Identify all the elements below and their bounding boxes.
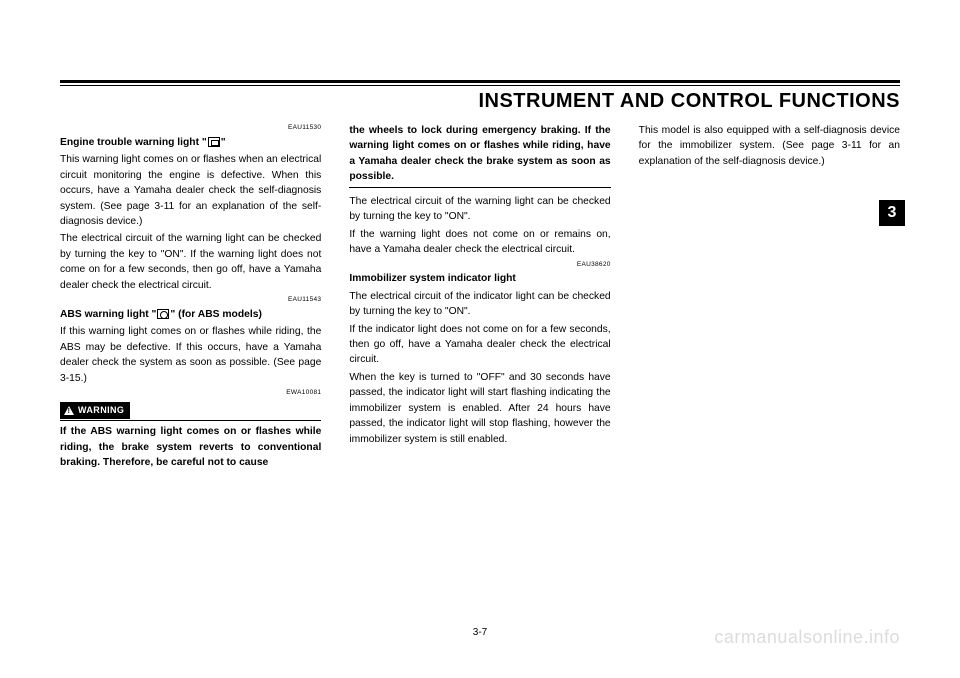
section-heading-engine-trouble: Engine trouble warning light " "	[60, 135, 321, 150]
column-2: the wheels to lock during emergency brak…	[349, 123, 610, 473]
body-text: When the key is turned to "OFF" and 30 s…	[349, 370, 610, 447]
page-title: INSTRUMENT AND CONTROL FUNCTIONS	[60, 90, 900, 113]
warning-code: EWA10081	[60, 388, 321, 398]
warning-body: If the ABS warning light comes on or fla…	[60, 424, 321, 470]
ref-code: EAU38620	[349, 260, 610, 270]
header-rule	[60, 80, 900, 86]
body-text: This warning light comes on or flashes w…	[60, 152, 321, 229]
body-text: The electrical circuit of the warning li…	[60, 231, 321, 293]
column-3: This model is also equipped with a self-…	[639, 123, 900, 473]
column-1: EAU11530 Engine trouble warning light " "…	[60, 123, 321, 473]
body-text: This model is also equipped with a self-…	[639, 123, 900, 169]
warning-body-cont: the wheels to lock during emergency brak…	[349, 123, 610, 185]
warning-end-rule	[349, 187, 610, 188]
heading-text: "	[221, 137, 226, 148]
warning-badge: WARNING	[60, 402, 130, 420]
text-columns: EAU11530 Engine trouble warning light " "…	[60, 123, 900, 473]
abs-icon	[157, 309, 169, 319]
manual-page: INSTRUMENT AND CONTROL FUNCTIONS 3 EAU11…	[0, 0, 960, 678]
ref-code: EAU11543	[60, 295, 321, 305]
section-heading-immobilizer: Immobilizer system indicator light	[349, 271, 610, 286]
chapter-tab: 3	[879, 200, 905, 226]
heading-text: Engine trouble warning light "	[60, 137, 207, 148]
ref-code: EAU11530	[60, 123, 321, 133]
heading-text: " (for ABS models)	[170, 309, 261, 320]
section-heading-abs: ABS warning light " " (for ABS models)	[60, 307, 321, 322]
warning-block: WARNING	[60, 402, 321, 422]
heading-text: ABS warning light "	[60, 309, 156, 320]
body-text: If the indicator light does not come on …	[349, 322, 610, 368]
watermark: carmanualsonline.info	[714, 627, 900, 648]
body-text: If this warning light comes on or flashe…	[60, 324, 321, 386]
body-text: If the warning light does not come on or…	[349, 227, 610, 258]
warning-triangle-icon	[64, 406, 74, 415]
body-text: The electrical circuit of the indicator …	[349, 289, 610, 320]
engine-icon	[208, 137, 220, 147]
warning-label: WARNING	[78, 404, 124, 418]
body-text: The electrical circuit of the warning li…	[349, 194, 610, 225]
